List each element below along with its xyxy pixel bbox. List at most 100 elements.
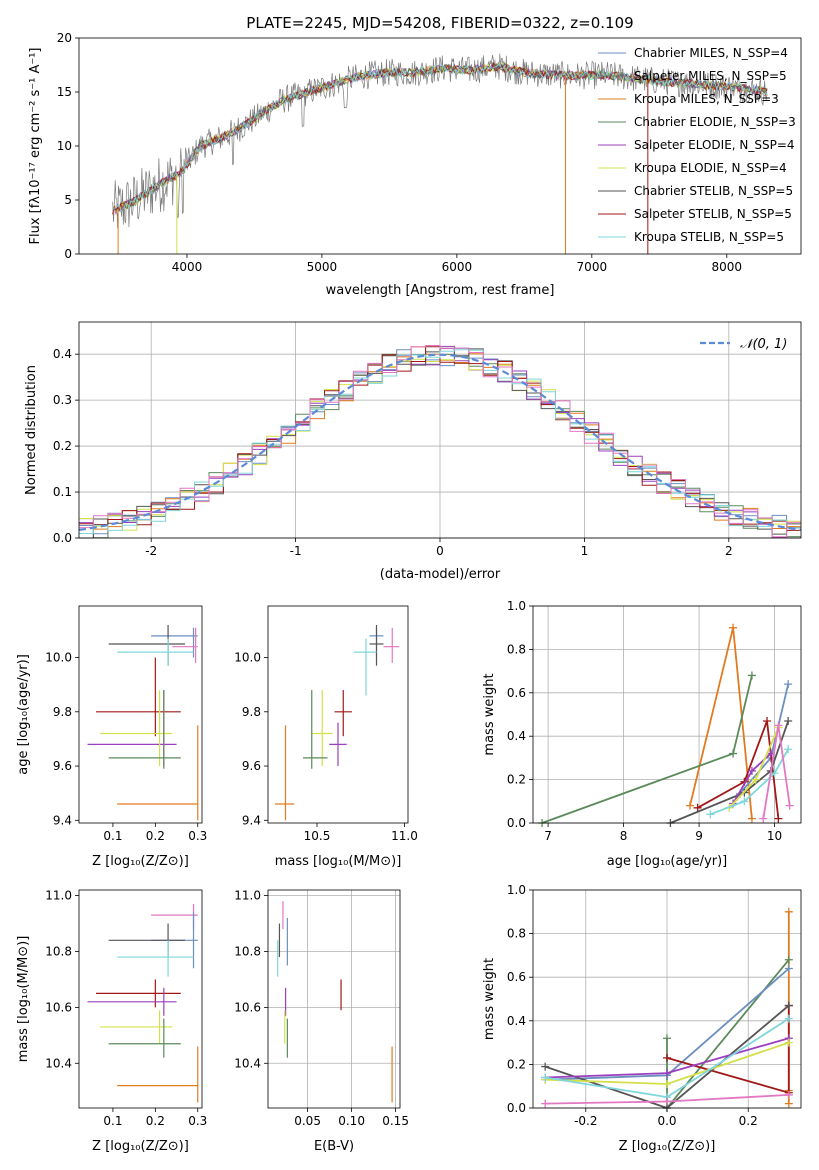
weight-marker — [784, 964, 793, 973]
y-tick-label: 9.4 — [242, 813, 261, 827]
y-tick-label: 0.4 — [507, 1014, 526, 1028]
x-axis-label: wavelength [Angstrom, rest frame] — [326, 283, 555, 298]
y-axis-label: age [log₁₀(age/yr)] — [16, 654, 31, 775]
axes-frame — [78, 321, 802, 539]
legend-label: Chabrier STELIB, N_SSP=5 — [634, 184, 793, 198]
weight-marker — [663, 1069, 671, 1078]
y-tick-label: 0.6 — [507, 970, 526, 984]
weight-marker — [784, 680, 793, 689]
y-axis-label: Flux [fλ10⁻¹⁷ erg cm⁻² s⁻¹ A⁻¹] — [28, 48, 43, 245]
x-tick-label: 0.2 — [146, 829, 165, 843]
y-tick-label: 0.2 — [53, 439, 72, 453]
x-tick-label: 0.1 — [103, 1114, 122, 1128]
weight-line-1 — [541, 675, 753, 824]
x-axis-label: Z [log₁₀(Z/Z⊙)] — [92, 1139, 189, 1154]
x-tick-label: 2 — [725, 544, 733, 558]
weight-marker — [784, 717, 793, 726]
x-tick-label: -0.2 — [574, 1114, 597, 1128]
y-tick-label: 1.0 — [507, 883, 526, 897]
legend-label: Salpeter MILES, N_SSP=5 — [634, 69, 787, 83]
weight-marker — [541, 1062, 550, 1071]
x-tick-label: 8000 — [712, 260, 743, 274]
x-tick-label: 7 — [544, 829, 552, 843]
x-tick-label: 9 — [695, 829, 703, 843]
weight-marker — [784, 1099, 793, 1108]
x-tick-label: 0.10 — [338, 1114, 365, 1128]
legend-label: Kroupa ELODIE, N_SSP=4 — [634, 161, 787, 175]
axes-frame — [532, 605, 802, 824]
spectrum-axes — [75, 37, 728, 258]
y-tick-label: 0 — [64, 247, 72, 261]
spectrum-model-8 — [112, 61, 768, 213]
weight-marker — [784, 1090, 793, 1099]
weight-marker — [663, 1097, 671, 1106]
y-tick-label: 20 — [57, 31, 72, 45]
y-tick-label: 10.0 — [234, 651, 261, 665]
weight-marker — [541, 1073, 550, 1082]
x-tick-label: -1 — [290, 544, 302, 558]
y-axis-label: mass weight — [482, 673, 497, 755]
y-tick-label: 0.4 — [507, 729, 526, 743]
weight-marker — [686, 801, 695, 810]
y-tick-label: 0.0 — [507, 816, 526, 830]
x-tick-label: 11.0 — [391, 829, 418, 843]
weight-marker — [740, 797, 749, 806]
y-tick-label: 0.1 — [53, 485, 72, 499]
legend-label: Chabrier MILES, N_SSP=4 — [634, 46, 788, 60]
weight-line-4 — [670, 720, 790, 824]
weight-marker — [763, 717, 772, 726]
weight-marker — [747, 671, 756, 680]
weight-marker — [693, 803, 702, 812]
weight-marker — [784, 1038, 793, 1047]
legend-label: Chabrier ELODIE, N_SSP=3 — [634, 115, 796, 129]
weight-marker — [774, 814, 783, 823]
y-tick-label: 11.0 — [45, 889, 72, 903]
y-tick-label: 10.4 — [45, 1056, 72, 1070]
y-tick-label: 1.0 — [507, 599, 526, 613]
y-tick-label: 0.2 — [507, 773, 526, 787]
x-axis-label: mass [log₁₀(M/M⊙)] — [275, 854, 402, 869]
y-tick-label: 9.8 — [242, 705, 261, 719]
mass-vs-ebv-axes — [264, 890, 400, 1112]
x-axis-label: E(B-V) — [314, 1139, 354, 1154]
x-tick-label: 0.2 — [146, 1114, 165, 1128]
x-tick-label: 5000 — [307, 260, 338, 274]
weight-marker — [784, 1014, 793, 1023]
axes-frame — [532, 889, 802, 1109]
y-tick-label: 0.2 — [507, 1057, 526, 1071]
weight-marker — [663, 1080, 671, 1089]
weight-marker — [784, 907, 793, 916]
weight-marker — [784, 745, 793, 754]
x-axis-label: Z [log₁₀(Z/Z⊙)] — [619, 1139, 716, 1154]
y-tick-label: 10 — [57, 139, 72, 153]
y-tick-label: 10.6 — [234, 1000, 261, 1014]
axes-frame — [267, 889, 401, 1109]
y-tick-label: 0.8 — [507, 927, 526, 941]
weight-marker — [751, 775, 760, 784]
x-tick-label: 1 — [581, 544, 589, 558]
x-tick-label: 7000 — [577, 260, 608, 274]
weight-marker — [663, 1034, 671, 1043]
x-tick-label: 6000 — [442, 260, 473, 274]
histogram-step-8 — [79, 345, 801, 538]
legend-label: 𝒩(0, 1) — [740, 337, 787, 352]
y-axis-label: mass weight — [482, 958, 497, 1040]
weight-marker — [759, 814, 768, 823]
weight-vs-age-axes — [529, 605, 801, 827]
weight-marker — [784, 955, 793, 964]
y-tick-label: 0.0 — [53, 531, 72, 545]
y-tick-label: 0.6 — [507, 686, 526, 700]
weight-line-7 — [710, 748, 789, 816]
y-axis-label: Normed distribution — [24, 365, 39, 495]
x-tick-label: -2 — [145, 544, 157, 558]
age-vs-z-axes — [75, 657, 199, 827]
x-tick-label: 0.0 — [657, 1114, 676, 1128]
y-tick-label: 10.0 — [45, 651, 72, 665]
weight-marker — [541, 1099, 550, 1108]
y-tick-label: 10.8 — [45, 944, 72, 958]
x-tick-label: 0.3 — [188, 1114, 207, 1128]
y-tick-label: 11.0 — [234, 889, 261, 903]
axes-frame — [267, 605, 409, 824]
y-tick-label: 0.4 — [53, 347, 72, 361]
